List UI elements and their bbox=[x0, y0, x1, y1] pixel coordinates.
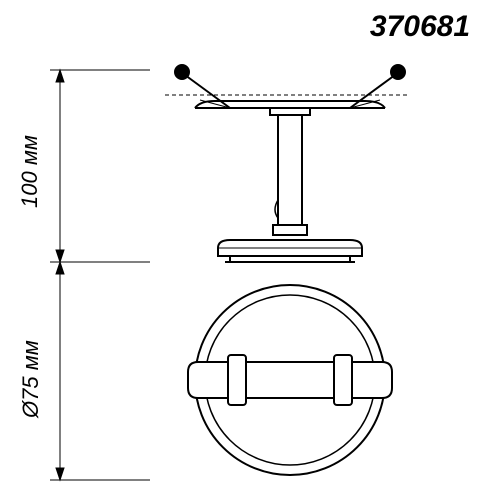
drawing-svg bbox=[0, 0, 500, 500]
technical-drawing: 370681 bbox=[0, 0, 500, 500]
height-dimension-label: 100 мм bbox=[17, 128, 43, 208]
dimension-lines bbox=[50, 70, 150, 480]
top-view bbox=[188, 285, 392, 475]
side-view bbox=[165, 65, 410, 262]
diameter-dimension-label: Ø75 мм bbox=[18, 328, 44, 418]
